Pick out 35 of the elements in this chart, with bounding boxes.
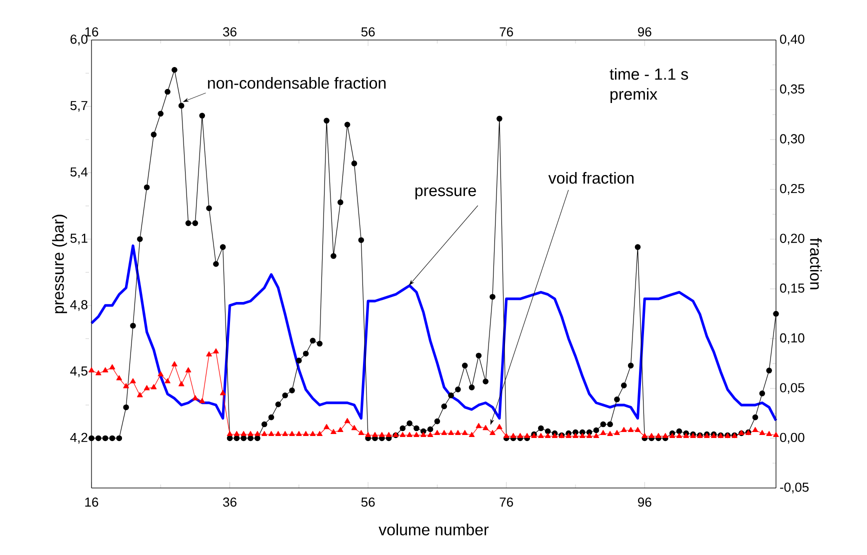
x-axis-title: volume number <box>378 524 489 536</box>
y2-tick-label: 0,35 <box>780 84 804 96</box>
annotation: pressure <box>415 187 476 200</box>
y2-tick-label: 0,00 <box>780 432 804 444</box>
y2-tick-label: 0,40 <box>780 34 804 46</box>
x2-tick-label: 56 <box>361 498 375 507</box>
y-tick-label: 6,0 <box>70 34 88 46</box>
y-tick-label: 5,4 <box>70 167 88 178</box>
y2-tick-label: 0,15 <box>780 284 804 294</box>
x-tick-label: 96 <box>638 27 652 36</box>
x-tick-label: 16 <box>85 27 98 36</box>
annotation: time - 1.1 s <box>610 68 688 80</box>
y-tick-label: 5,7 <box>70 101 88 112</box>
y2-tick-label: 0,30 <box>780 134 804 145</box>
y2-tick-label: -0,05 <box>780 482 809 494</box>
y2-axis-title: fraction <box>810 238 822 290</box>
x2-tick-label: 36 <box>223 498 236 507</box>
y-tick-label: 4,5 <box>70 366 88 378</box>
x-tick-label: 36 <box>223 27 236 36</box>
x-tick-label: 56 <box>361 27 375 36</box>
annotation: non-condensable fraction <box>208 76 386 89</box>
x2-tick-label: 96 <box>638 498 652 507</box>
x2-tick-label: 76 <box>500 498 514 507</box>
y-axis-title: pressure (bar) <box>52 214 68 314</box>
y2-tick-label: 0,10 <box>780 333 804 344</box>
y2-tick-label: 0,05 <box>780 383 804 394</box>
y-tick-label: 4,2 <box>70 432 88 444</box>
y-tick-label: 5,1 <box>70 234 88 244</box>
y2-tick-label: 0,25 <box>780 184 804 195</box>
y2-tick-label: 0,20 <box>780 234 804 244</box>
annotation: void fraction <box>548 172 634 184</box>
x-tick-label: 76 <box>500 27 514 36</box>
y-tick-label: 4,8 <box>70 300 88 311</box>
annotation: premix <box>610 88 658 103</box>
x2-tick-label: 16 <box>85 498 98 507</box>
